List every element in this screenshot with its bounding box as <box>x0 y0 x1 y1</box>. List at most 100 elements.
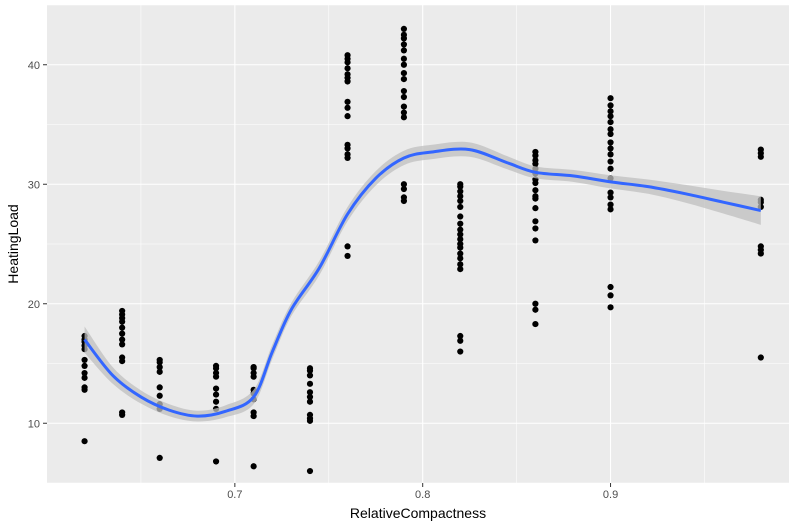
data-point <box>119 324 126 331</box>
x-axis-title: RelativeCompactness <box>350 505 486 521</box>
data-point <box>457 197 464 205</box>
data-point <box>607 158 614 165</box>
data-point <box>607 206 614 213</box>
y-tick-label: 30 <box>28 179 40 191</box>
data-point <box>457 236 464 243</box>
data-point <box>457 213 464 220</box>
x-tick-label: 0.9 <box>603 489 618 501</box>
data-point <box>457 337 464 344</box>
data-point <box>344 71 351 78</box>
data-point <box>532 237 539 244</box>
data-point <box>532 193 539 200</box>
data-point <box>457 226 464 233</box>
data-point <box>400 75 408 83</box>
data-point <box>607 102 614 109</box>
data-point <box>607 119 614 126</box>
data-point <box>607 194 614 201</box>
data-point <box>607 201 614 208</box>
data-point <box>457 240 464 248</box>
data-point <box>400 47 408 54</box>
data-point <box>607 95 614 102</box>
data-point <box>250 409 257 416</box>
data-point <box>400 109 408 116</box>
data-point <box>306 411 314 418</box>
data-point <box>81 356 88 364</box>
smooth-line <box>83 147 762 418</box>
data-point <box>81 384 88 391</box>
data-point <box>156 392 163 399</box>
data-point <box>400 103 408 110</box>
y-tick-label: 40 <box>28 60 40 72</box>
y-axis-title: HeatingLoad <box>5 204 21 283</box>
data-point <box>457 193 464 200</box>
data-point <box>457 188 464 195</box>
data-point <box>532 148 539 156</box>
y-tick-label: 10 <box>28 418 40 430</box>
data-point <box>607 126 614 133</box>
data-point <box>344 113 351 120</box>
data-point <box>156 454 163 462</box>
data-point <box>156 368 163 375</box>
data-point <box>532 225 539 232</box>
data-point <box>607 151 614 158</box>
data-point <box>344 104 351 111</box>
data-point <box>400 194 408 201</box>
data-point <box>344 141 351 148</box>
data-point <box>212 458 220 465</box>
data-point <box>607 145 614 152</box>
data-point <box>250 363 257 371</box>
data-point <box>306 365 314 372</box>
data-point <box>457 265 464 273</box>
data-point <box>119 330 126 337</box>
data-point <box>81 438 88 445</box>
data-point <box>457 261 464 268</box>
data-point <box>119 354 126 361</box>
data-point <box>607 165 614 172</box>
x-tick-label: 0.8 <box>415 489 430 501</box>
data-point <box>344 65 351 72</box>
data-point <box>119 341 126 348</box>
data-point <box>400 114 408 121</box>
x-tick-label: 0.7 <box>227 489 242 501</box>
data-point <box>607 113 614 120</box>
data-point <box>532 187 539 194</box>
data-point <box>212 391 220 398</box>
data-point <box>344 252 351 260</box>
data-point <box>400 70 408 77</box>
data-point <box>306 372 314 379</box>
data-point <box>212 369 220 377</box>
data-point <box>532 218 539 225</box>
data-point <box>400 181 408 188</box>
data-point <box>212 398 220 405</box>
data-point <box>344 243 351 250</box>
data-point <box>532 306 539 313</box>
data-point <box>400 41 408 48</box>
data-point <box>457 203 464 211</box>
data-point <box>532 157 539 164</box>
data-points <box>81 25 764 475</box>
data-point <box>81 362 88 369</box>
data-point <box>457 255 464 262</box>
data-point <box>400 31 408 38</box>
data-point <box>457 250 464 257</box>
data-point <box>344 52 351 59</box>
data-point <box>81 369 88 377</box>
data-point <box>306 380 314 387</box>
data-point <box>757 146 764 153</box>
data-point <box>607 304 614 311</box>
y-axis-ticks: 10 20 30 40 <box>28 60 47 430</box>
data-point <box>344 151 351 158</box>
data-point <box>400 61 408 68</box>
data-point <box>757 354 764 361</box>
data-point <box>532 205 539 212</box>
data-point <box>400 87 408 95</box>
data-point <box>607 130 614 138</box>
data-point <box>457 332 464 340</box>
data-point <box>607 108 614 115</box>
data-point <box>532 300 539 307</box>
data-point <box>81 374 88 381</box>
data-point <box>607 292 614 299</box>
data-point <box>400 93 408 101</box>
data-point <box>212 362 220 369</box>
data-point <box>400 185 408 193</box>
